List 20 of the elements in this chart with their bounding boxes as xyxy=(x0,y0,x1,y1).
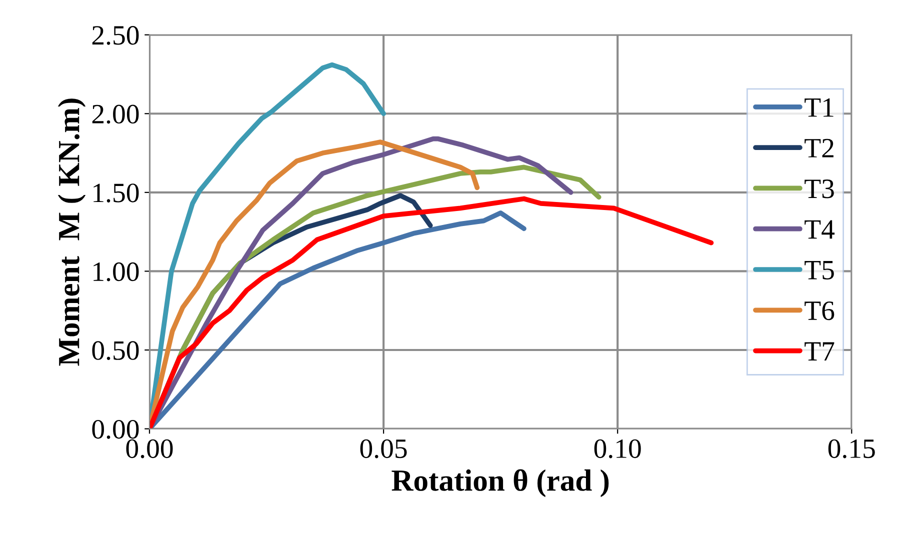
legend-label: T6 xyxy=(804,301,834,320)
legend-label: T1 xyxy=(804,98,834,117)
legend-label: T4 xyxy=(804,220,835,239)
legend-label: T3 xyxy=(804,180,834,198)
x-tick-label: 0.10 xyxy=(594,439,641,458)
y-tick-label: 0.50 xyxy=(92,341,139,360)
y-tick-label: 1.50 xyxy=(94,184,139,202)
y-tick-label: 2.50 xyxy=(92,26,139,45)
y-tick-label: 1.00 xyxy=(94,262,139,282)
x-tick-label: 0.15 xyxy=(828,439,875,458)
legend-label: T2 xyxy=(804,138,834,158)
line-series xyxy=(149,196,714,429)
y-axis-title: Moment M ( KN.m) xyxy=(58,98,86,366)
x-tick-label: 0.00 xyxy=(126,439,173,458)
x-tick-label: 0.05 xyxy=(360,439,407,458)
x-axis-title: Rotation θ (rad ) xyxy=(392,469,609,498)
y-tick-label: 2.00 xyxy=(92,104,139,124)
legend-label: T5 xyxy=(804,261,834,280)
y-tick-label: 0.00 xyxy=(92,420,139,439)
legend-label: T7 xyxy=(804,342,834,360)
